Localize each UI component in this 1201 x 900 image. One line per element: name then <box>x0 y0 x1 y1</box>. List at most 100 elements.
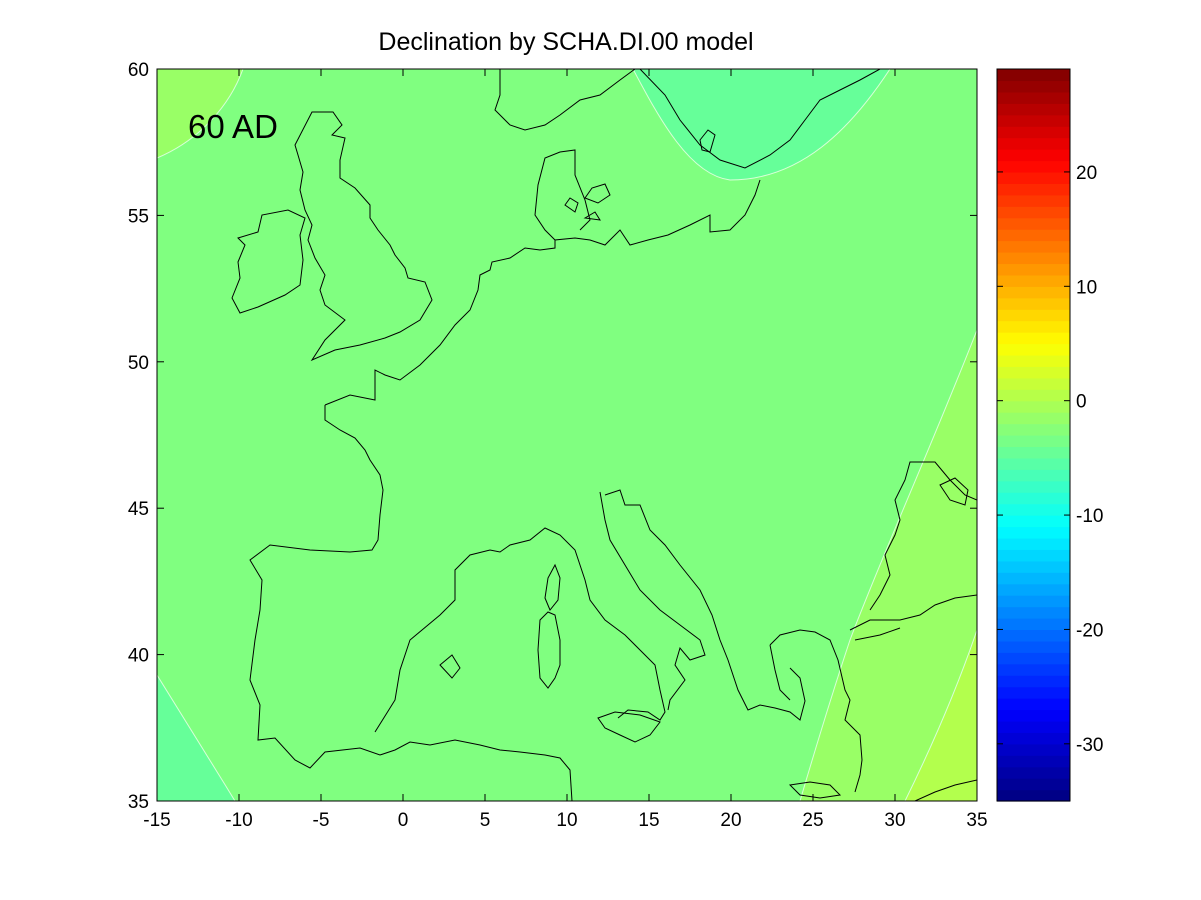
colorbar-swatch <box>997 778 1070 791</box>
y-axis-ticks: 35 40 45 50 55 60 <box>128 60 977 813</box>
coastline-crete <box>788 781 842 799</box>
x-tick-label: 15 <box>638 810 659 831</box>
colorbar-tick-label: -10 <box>1076 506 1103 527</box>
colorbar-swatch <box>997 171 1070 184</box>
colorbar-swatch <box>997 103 1070 116</box>
y-tick-label: 35 <box>128 792 149 813</box>
colorbar-swatch <box>997 412 1070 425</box>
colorbar-swatch <box>997 252 1070 265</box>
coastline-italy <box>599 491 706 711</box>
colorbar-swatch <box>997 240 1070 253</box>
x-tick-label: 0 <box>398 810 409 831</box>
x-tick-label: 20 <box>720 810 741 831</box>
colorbar-swatch <box>997 560 1070 573</box>
colorbar-swatch <box>997 549 1070 562</box>
colorbar-swatch <box>997 366 1070 379</box>
colorbar-swatch <box>997 309 1070 322</box>
colorbar-tick-label: -30 <box>1076 735 1103 756</box>
colorbar-swatch <box>997 492 1070 505</box>
coastline-corsica <box>544 563 561 611</box>
colorbar-swatch <box>997 663 1070 676</box>
colorbar <box>997 69 1070 802</box>
colorbar-swatch <box>997 423 1070 436</box>
colorbar-swatch <box>997 698 1070 711</box>
y-tick-label: 40 <box>128 646 149 667</box>
colorbar-swatch <box>997 149 1070 162</box>
colorbar-swatch <box>997 389 1070 402</box>
coastline-sicily <box>597 711 661 743</box>
colorbar-swatch <box>997 274 1070 287</box>
colorbar-tick-label: 20 <box>1076 163 1097 184</box>
coastline-west-europe <box>249 405 573 801</box>
colorbar-swatch <box>997 320 1070 333</box>
colorbar-swatch <box>997 526 1070 539</box>
y-tick-label: 55 <box>128 206 149 227</box>
colorbar-swatch <box>997 766 1070 779</box>
colorbar-swatch <box>997 354 1070 367</box>
x-tick-label: 35 <box>966 810 987 831</box>
coastline-med-north <box>374 527 666 733</box>
colorbar-swatch <box>997 675 1070 688</box>
coastline-turkey <box>849 594 977 641</box>
coastline-great-britain <box>294 111 433 362</box>
colorbar-swatch <box>997 469 1070 482</box>
colorbar-frame <box>996 68 1071 802</box>
colorbar-swatch <box>997 537 1070 550</box>
coastline-adriatic-east <box>604 489 806 721</box>
coastline-gotland <box>699 129 716 153</box>
colorbar-swatch <box>997 732 1070 745</box>
colorbar-swatch <box>997 652 1070 665</box>
colorbar-swatch <box>997 263 1070 276</box>
epoch-label: 60 AD <box>188 108 278 145</box>
colorbar-tick-label: 10 <box>1076 277 1097 298</box>
coastline-continent-north <box>324 179 761 406</box>
colorbar-swatch <box>997 343 1070 356</box>
colorbar-swatch <box>997 80 1070 93</box>
coastline-baltic-east <box>639 69 881 169</box>
colorbar-swatch <box>997 583 1070 596</box>
coastline-sardinia <box>537 611 561 689</box>
colorbar-swatch <box>997 194 1070 207</box>
colorbar-swatch <box>997 480 1070 493</box>
colorbar-swatch <box>997 332 1070 345</box>
colorbar-swatch <box>997 709 1070 722</box>
colorbar-swatch <box>997 789 1070 802</box>
chart-title: Declination by SCHA.DI.00 model <box>378 28 753 56</box>
colorbar-swatch <box>997 720 1070 733</box>
contour-region-nw <box>157 69 244 159</box>
plot-area <box>157 69 977 801</box>
coastline-ireland <box>231 209 306 314</box>
colorbar-swatch <box>997 126 1070 139</box>
colorbar-swatch <box>997 435 1070 448</box>
coastline-mallorca <box>439 654 461 679</box>
colorbar-swatch <box>997 743 1070 756</box>
y-tick-label: 60 <box>128 60 149 81</box>
coastline-east-med <box>914 779 977 801</box>
colorbar-swatch <box>997 183 1070 196</box>
x-tick-label: 5 <box>480 810 491 831</box>
colorbar-swatch <box>997 69 1070 82</box>
x-tick-label: 10 <box>556 810 577 831</box>
colorbar-swatch <box>997 400 1070 413</box>
colorbar-swatch <box>997 446 1070 459</box>
colorbar-swatch <box>997 618 1070 631</box>
colorbar-swatch <box>997 595 1070 608</box>
colorbar-swatch <box>997 686 1070 699</box>
x-axis-ticks: -15 -10 -5 0 5 10 15 20 25 30 35 <box>143 69 988 831</box>
colorbar-ticks: 20 10 0 -10 -20 -30 <box>997 163 1103 756</box>
colorbar-swatch <box>997 572 1070 585</box>
y-tick-label: 45 <box>128 499 149 520</box>
colorbar-swatch <box>997 629 1070 642</box>
x-tick-label: 30 <box>884 810 905 831</box>
coastline-scandinavia <box>494 69 636 131</box>
x-tick-label: -5 <box>313 810 330 831</box>
coastline-crimea <box>939 477 969 506</box>
colorbar-swatch <box>997 229 1070 242</box>
colorbar-swatch <box>997 114 1070 127</box>
colorbar-swatch <box>997 137 1070 150</box>
x-tick-label: -10 <box>225 810 252 831</box>
colorbar-swatch <box>997 217 1070 230</box>
colorbar-swatch <box>997 606 1070 619</box>
colorbar-swatch <box>997 160 1070 173</box>
